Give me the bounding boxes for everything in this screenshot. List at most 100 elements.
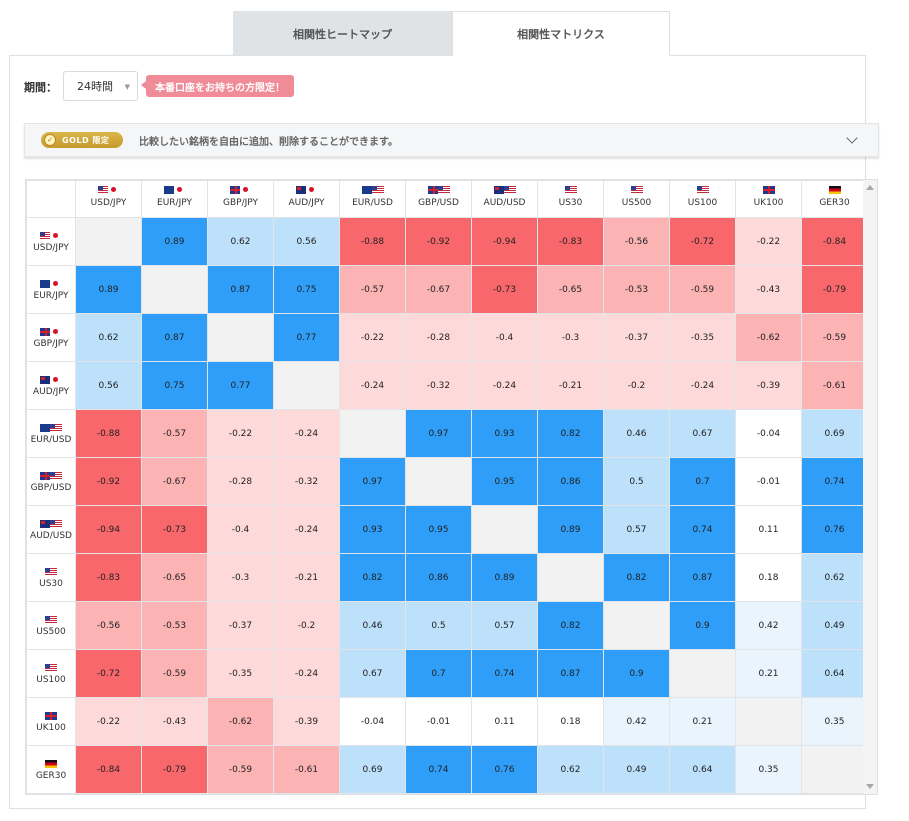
matrix-body: USD/JPY 0.89 0.62 0.56 -0.88 -0.92 -0.94 -0.83-… — [26, 217, 868, 794]
correlation-cell: -0.01 — [735, 457, 802, 506]
correlation-cell: -0.21 — [537, 361, 604, 410]
correlation-cell: 0.9 — [669, 601, 736, 650]
column-header: AUD/JPY — [273, 180, 340, 218]
column-header-label: GBP/USD — [418, 198, 459, 208]
correlation-cell: 0.74 — [405, 745, 472, 794]
row-header-label: EUR/USD — [30, 434, 72, 445]
correlation-cell: 0.64 — [669, 745, 736, 794]
correlation-cell: 0.97 — [339, 457, 406, 506]
notice-text: 比較したい銘柄を自由に追加、削除することができます。 — [139, 136, 398, 148]
gb-flag-icon — [762, 185, 775, 194]
column-header: US100 — [669, 180, 736, 218]
chevron-down-icon[interactable] — [846, 132, 858, 144]
correlation-cell: -0.53 — [141, 601, 208, 650]
correlation-cell: 0.82 — [537, 601, 604, 650]
diagonal-cell — [669, 649, 736, 698]
us-flag-icon — [97, 185, 120, 194]
promo-arrow — [141, 81, 146, 89]
column-header-label: US100 — [687, 198, 718, 208]
correlation-cell: -0.94 — [75, 505, 142, 554]
correlation-cell: -0.28 — [405, 313, 472, 362]
row-header-label: AUD/JPY — [32, 386, 70, 397]
tab-heatmap[interactable]: 相関性ヒートマップ — [233, 11, 452, 56]
us-flag-icon — [45, 567, 57, 576]
matrix-row: AUD/USD -0.94 -0.73 -0.4 -0.24 0.93 0.95 0.89 0.… — [26, 505, 868, 554]
gold-badge: ✓ GOLD 限定 — [41, 132, 123, 148]
correlation-cell: 0.67 — [669, 409, 736, 458]
correlation-cell: 0.77 — [207, 361, 274, 410]
correlation-cell: -0.61 — [273, 745, 340, 794]
vertical-scrollbar[interactable] — [863, 180, 877, 794]
us-flag-icon — [696, 185, 709, 194]
correlation-cell: -0.24 — [273, 649, 340, 698]
scroll-up-icon[interactable] — [866, 185, 874, 190]
correlation-cell: -0.22 — [339, 313, 406, 362]
au-flag-icon — [493, 185, 516, 194]
correlation-cell: -0.4 — [207, 505, 274, 554]
column-header: EUR/USD — [339, 180, 406, 218]
matrix-row: US100 -0.72 -0.59 -0.35 -0.24 0.67 0.7 0.74 0.87… — [26, 649, 868, 698]
customize-notice-bar[interactable]: ✓ GOLD 限定 比較したい銘柄を自由に追加、削除することができます。 — [24, 123, 879, 157]
live-account-promo-button[interactable]: 本番口座をお持ちの方限定！ — [146, 75, 294, 97]
correlation-cell: -0.35 — [207, 649, 274, 698]
column-header-label: GBP/JPY — [223, 198, 258, 208]
correlation-cell: -0.3 — [537, 313, 604, 362]
correlation-cell: -0.21 — [273, 553, 340, 602]
row-header: EUR/JPY — [26, 265, 76, 314]
eu-flag-icon — [40, 279, 62, 288]
correlation-cell: 0.62 — [801, 553, 868, 602]
correlation-cell: 0.42 — [603, 697, 670, 746]
correlation-cell: -0.43 — [141, 697, 208, 746]
correlation-cell: 0.87 — [207, 265, 274, 314]
gold-coin-icon: ✓ — [44, 134, 56, 146]
correlation-table: USD/JPY EUR/JPY GBP/JPY AUD/JPY EUR/USD GBP/U… — [26, 180, 868, 794]
scroll-down-icon[interactable] — [866, 784, 874, 789]
diagonal-cell — [273, 361, 340, 410]
correlation-cell: -0.92 — [75, 457, 142, 506]
correlation-cell: 0.86 — [537, 457, 604, 506]
row-header: AUD/USD — [26, 505, 76, 554]
correlation-cell: -0.3 — [207, 553, 274, 602]
correlation-cell: -0.88 — [75, 409, 142, 458]
row-header: UK100 — [26, 697, 76, 746]
correlation-cell: 0.21 — [669, 697, 736, 746]
row-header-label: US30 — [39, 578, 63, 589]
correlation-cell: 0.46 — [603, 409, 670, 458]
correlation-cell: 0.74 — [669, 505, 736, 554]
corner-cell — [26, 180, 76, 218]
correlation-cell: 0.18 — [735, 553, 802, 602]
row-header-label: AUD/USD — [30, 530, 72, 541]
correlation-cell: 0.69 — [339, 745, 406, 794]
correlation-cell: -0.84 — [801, 217, 868, 266]
correlation-cell: -0.24 — [273, 409, 340, 458]
correlation-cell: -0.59 — [669, 265, 736, 314]
matrix-row: US30 -0.83 -0.65 -0.3 -0.21 0.82 0.86 0.89 0.82 0… — [26, 553, 868, 602]
matrix-row: GER30 -0.84 -0.79 -0.59 -0.61 0.69 0.74 0.76 0.6… — [26, 745, 868, 794]
column-header: GBP/USD — [405, 180, 472, 218]
correlation-cell: 0.21 — [735, 649, 802, 698]
diagonal-cell — [75, 217, 142, 266]
correlation-cell: 0.62 — [537, 745, 604, 794]
correlation-cell: -0.37 — [207, 601, 274, 650]
correlation-cell: 0.49 — [801, 601, 868, 650]
tab-matrix[interactable]: 相関性マトリクス — [452, 11, 670, 56]
correlation-cell: -0.39 — [273, 697, 340, 746]
correlation-cell: -0.79 — [801, 265, 868, 314]
period-select[interactable]: 24時間 ▼ — [63, 71, 138, 101]
row-header: EUR/USD — [26, 409, 76, 458]
row-header: US500 — [26, 601, 76, 650]
diagonal-cell — [141, 265, 208, 314]
correlation-cell: 0.7 — [669, 457, 736, 506]
correlation-cell: -0.72 — [669, 217, 736, 266]
correlation-cell: 0.18 — [537, 697, 604, 746]
eu-flag-icon — [40, 423, 62, 432]
correlation-cell: 0.77 — [273, 313, 340, 362]
correlation-cell: 0.95 — [471, 457, 538, 506]
diagonal-cell — [537, 553, 604, 602]
correlation-cell: -0.59 — [801, 313, 868, 362]
correlation-cell: 0.42 — [735, 601, 802, 650]
correlation-cell: 0.87 — [537, 649, 604, 698]
correlation-cell: 0.11 — [471, 697, 538, 746]
correlation-cell: 0.89 — [141, 217, 208, 266]
correlation-cell: -0.56 — [75, 601, 142, 650]
